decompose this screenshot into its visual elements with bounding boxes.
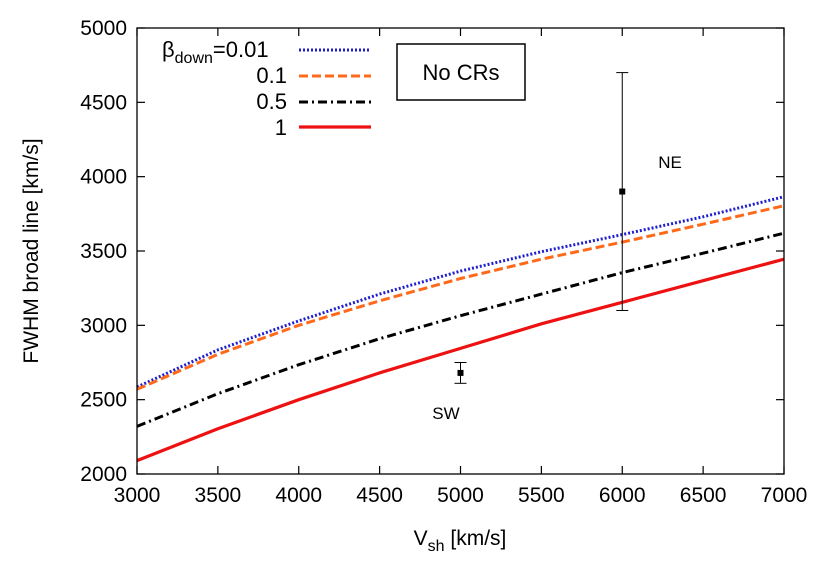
y-tick-label: 2000 — [80, 463, 127, 486]
legend-label-3: 0.5 — [256, 89, 287, 114]
x-tick-label: 6500 — [680, 484, 727, 507]
x-tick-label: 3500 — [195, 484, 242, 507]
y-tick-label: 5000 — [80, 17, 127, 40]
x-tick-label: 6000 — [599, 484, 646, 507]
x-tick-label: 4000 — [275, 484, 322, 507]
legend-label-1: βdown=0.01 — [162, 37, 269, 67]
series-layer — [136, 195, 785, 463]
legend: βdown=0.01 0.1 0.5 1 — [162, 37, 371, 140]
errorbar-layer — [454, 72, 629, 384]
x-tick-label: 5500 — [518, 484, 565, 507]
series-line-4 — [136, 257, 785, 463]
label-ne: NE — [658, 153, 682, 172]
annotation-box — [396, 43, 526, 101]
y-tick-label: 2500 — [80, 389, 127, 412]
y-axis-title: FWHM broad line [km/s] — [20, 138, 43, 363]
legend-label-2: 0.1 — [256, 63, 287, 88]
y-tick-label: 4500 — [80, 91, 127, 114]
x-tick-label: 7000 — [761, 484, 808, 507]
y-tick-label: 3500 — [80, 240, 127, 263]
x-tick-label: 4500 — [356, 484, 403, 507]
legend-label-4: 1 — [275, 115, 287, 140]
data-point-sw — [457, 369, 464, 376]
series-line-3 — [136, 231, 785, 428]
legend-swatches — [299, 48, 371, 129]
series-line-2 — [136, 204, 785, 391]
tick-layer: 3000 3500 4000 4500 5000 5500 6000 6500 7000 2000… — [80, 17, 807, 507]
label-sw: SW — [432, 404, 459, 423]
y-tick-label: 4000 — [80, 166, 127, 189]
series-line-1 — [136, 195, 785, 389]
data-point-ne — [619, 188, 626, 195]
y-tick-label: 3000 — [80, 314, 127, 337]
annotation-box-text: No CRs — [422, 60, 499, 85]
x-axis-title: Vsh [km/s] — [414, 527, 507, 555]
x-tick-label: 3000 — [114, 484, 161, 507]
x-tick-label: 5000 — [437, 484, 484, 507]
